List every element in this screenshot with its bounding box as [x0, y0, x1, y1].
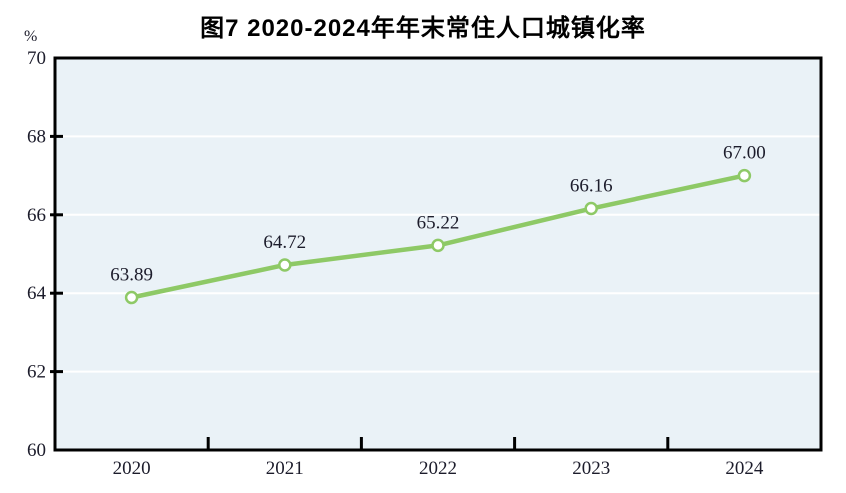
chart-title: 图7 2020-2024年年末常住人口城镇化率 [200, 15, 646, 42]
data-point-label: 67.00 [723, 143, 766, 164]
y-axis-unit-label: % [24, 28, 38, 45]
y-axis-tick-label: 64 [27, 283, 47, 304]
plot-border [53, 56, 823, 452]
data-point-label: 64.72 [263, 232, 306, 253]
data-point-label: 63.89 [110, 265, 153, 286]
y-axis-tick-label: 68 [27, 126, 46, 147]
data-point-marker [124, 290, 139, 305]
y-axis-tick-label: 66 [27, 205, 46, 226]
data-point-label: 65.22 [417, 212, 460, 233]
y-axis-tick-label: 62 [27, 362, 46, 383]
y-axis-tick-label: 70 [27, 48, 46, 69]
x-axis-tick-label: 2020 [113, 458, 151, 479]
data-point-marker [278, 258, 292, 272]
x-axis-tick-label: 2023 [572, 458, 610, 479]
data-point-marker [431, 238, 445, 253]
x-axis-tick-label: 2024 [725, 458, 764, 479]
data-point-label: 66.16 [570, 176, 613, 197]
y-axis-tick-label: 60 [27, 440, 46, 461]
x-axis-tick-label: 2021 [266, 458, 304, 479]
data-point-marker [584, 201, 598, 216]
data-point-marker [737, 168, 752, 183]
plot-area-background [55, 58, 821, 450]
x-axis-tick-label: 2022 [419, 458, 457, 479]
